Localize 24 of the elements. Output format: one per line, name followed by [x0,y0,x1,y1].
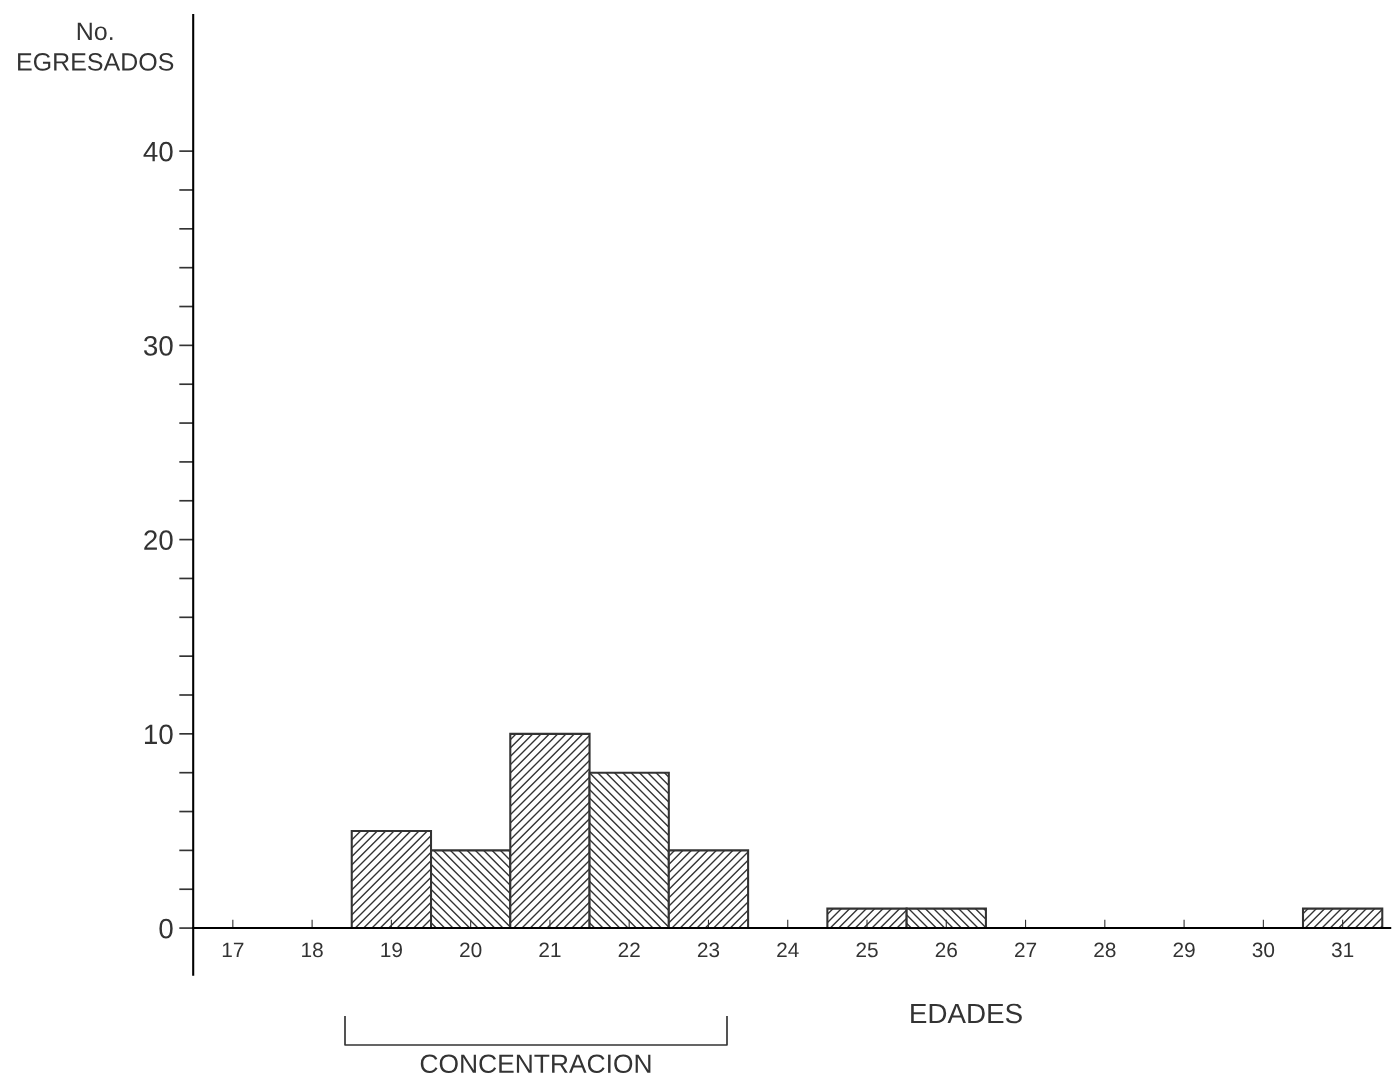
y-tick-label: 10 [144,724,173,745]
x-tick-label: 30 [1252,942,1275,958]
x-axis-title: EDADES [911,1003,1022,1024]
x-tick-label: 27 [1015,942,1037,958]
y-tick-label: 0 [159,918,173,939]
x-tick-label: 19 [381,942,402,958]
x-tick-label: 26 [935,942,957,958]
x-tick-label: 21 [539,942,561,958]
x-tick-label: 23 [697,942,720,958]
x-tick-label: 31 [1331,942,1354,958]
y-axis-title: No. EGRESADOS [18,22,174,71]
x-tick-label: 22 [618,942,640,958]
x-tick-label: 29 [1173,942,1195,958]
x-tick-label: 25 [856,942,878,958]
x-tick-label: 20 [460,942,482,958]
bar [1301,907,1384,930]
y-tick-label: 40 [143,141,173,162]
x-tick-label: 18 [302,942,323,958]
x-tick-label: 17 [222,942,244,958]
x-tick-label: 24 [777,942,799,958]
y-tick-label: 30 [143,336,173,356]
y-tick-label: 20 [144,530,173,550]
text: CONCENTRACION [420,1054,651,1074]
x-tick-label: 28 [1094,942,1116,958]
